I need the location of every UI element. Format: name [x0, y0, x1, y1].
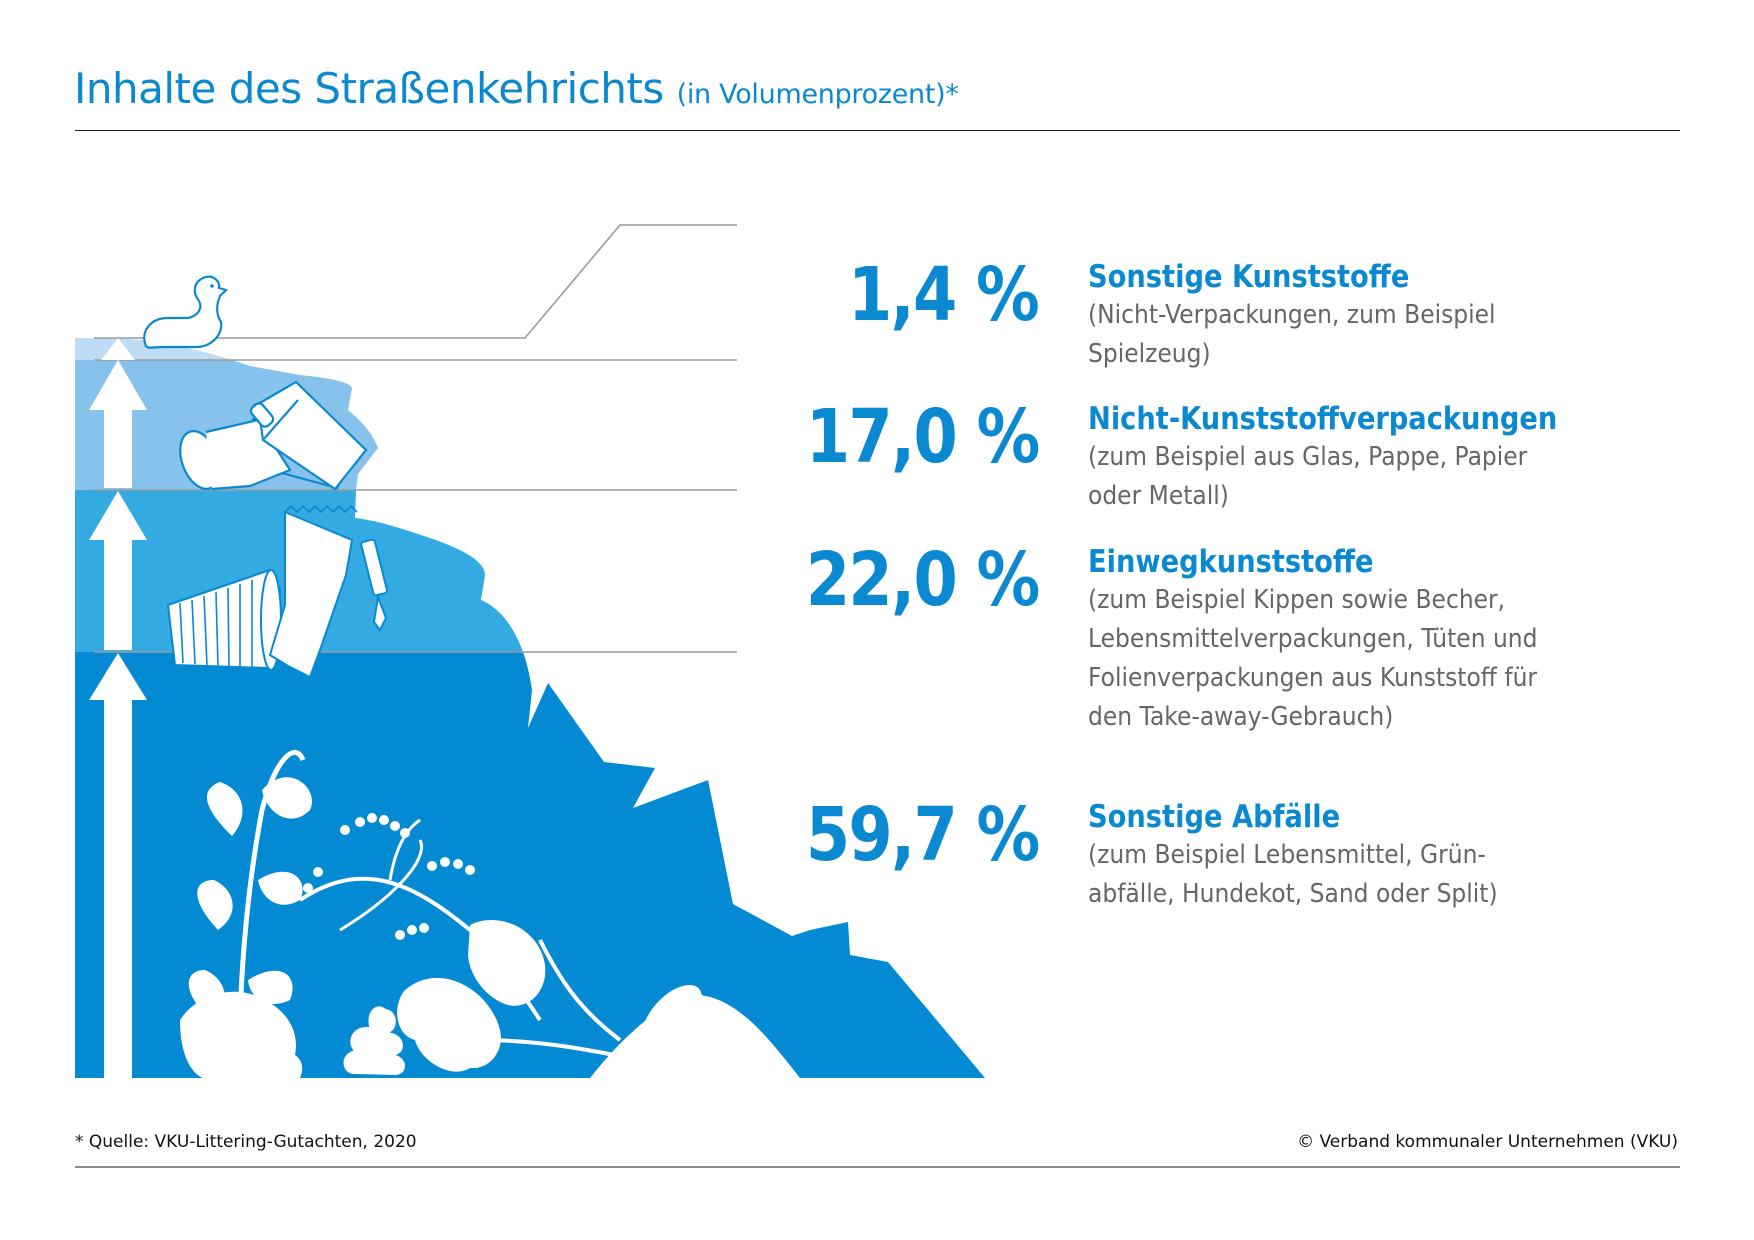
percentage-value: 1,4 %	[847, 252, 1040, 338]
arrow-up-icon	[101, 338, 135, 360]
copyright-note: © Verband kommunaler Unternehmen (VKU)	[1297, 1132, 1678, 1152]
dog-poop-icon	[341, 1004, 407, 1078]
percentage-value: 59,7 %	[805, 792, 1039, 878]
percentage-value: 22,0 %	[805, 537, 1039, 623]
category-heading: Nicht-Kunststoffverpackungen	[1088, 401, 1558, 437]
category-description: (zum Beispiel aus Glas, Pappe, Papier od…	[1088, 442, 1528, 511]
category-heading: Sonstige Abfälle	[1088, 799, 1341, 835]
percentage-value: 17,0 %	[805, 394, 1039, 480]
arrow-up-icon	[89, 360, 147, 488]
plants-leaves-icon	[180, 749, 800, 1096]
page-title: Inhalte des Straßenkehrichts (in Volumen…	[74, 64, 959, 113]
arrow-up-icon	[89, 491, 147, 650]
category-description: (Nicht-Verpackungen, zum Beispiel Spielz…	[1088, 300, 1496, 369]
category-description: (zum Beispiel Lebensmittel, Grün- abfäll…	[1088, 840, 1498, 909]
category-heading: Sonstige Kunststoffe	[1088, 259, 1410, 295]
header-divider	[75, 130, 1680, 131]
cups-wrapper-cigarette-icon	[166, 504, 388, 679]
arrows	[89, 338, 147, 1078]
title-main: Inhalte des Straßenkehrichts	[74, 64, 664, 113]
leader-line-1	[94, 224, 737, 339]
category-heading: Einwegkunststoffe	[1088, 544, 1374, 580]
category-description: (zum Beispiel Kippen sowie Becher, Leben…	[1088, 585, 1538, 732]
footer-divider	[75, 1166, 1680, 1168]
title-subtitle: (in Volumenprozent)*	[676, 79, 959, 110]
rubber-duck-icon	[143, 275, 229, 349]
source-note: * Quelle: VKU-Littering-Gutachten, 2020	[75, 1132, 417, 1152]
arrow-up-icon	[89, 653, 147, 1078]
can-and-carton-icon	[179, 380, 368, 491]
